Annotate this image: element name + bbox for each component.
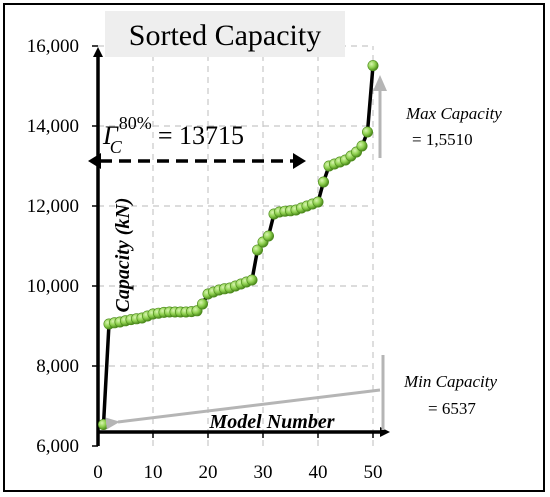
min-annotation-arrow	[105, 388, 381, 430]
y-tick-label: 8,000	[36, 356, 79, 377]
data-point	[262, 230, 274, 242]
chart-frame	[3, 3, 545, 492]
x-tick-label: 30	[254, 462, 273, 483]
x-tick-label: 0	[93, 462, 103, 483]
x-tick-label: 20	[199, 462, 218, 483]
gamma-value: = 13715	[158, 121, 244, 150]
data-point	[197, 298, 209, 310]
max-capacity-value: = 1,5510	[412, 130, 473, 149]
y-tick-label: 10,000	[27, 276, 79, 297]
min-capacity-label: Min Capacity	[403, 372, 497, 391]
max-arrow-head	[373, 75, 387, 91]
data-point	[252, 244, 264, 256]
data-point	[361, 126, 373, 138]
data-point	[317, 176, 329, 188]
max-capacity-label: Max Capacity	[405, 104, 502, 123]
min-capacity-value: = 6537	[428, 399, 476, 418]
x-tick-label: 50	[364, 462, 383, 483]
data-point	[98, 419, 110, 431]
x-axis-ticks: 0 10 20 30 40 50	[93, 432, 383, 483]
y-axis-label: Capacity (kN)	[112, 198, 134, 313]
gamma-annotation: Γ80% C = 13715	[102, 113, 244, 157]
data-point	[312, 196, 324, 208]
y-axis-ticks: 6,000 8,000 10,000 12,000 14,000 16,000	[27, 36, 98, 457]
y-tick-label: 16,000	[27, 36, 79, 57]
data-point	[367, 60, 379, 72]
x-tick-label: 40	[309, 462, 328, 483]
gamma-subscript: C	[110, 137, 123, 157]
grid-lines	[98, 45, 374, 446]
x-axis-label: Model Number	[209, 411, 335, 433]
capacity-series-points	[98, 60, 379, 431]
title-box	[105, 11, 345, 57]
gamma-arrow-right-head	[293, 153, 306, 169]
y-tick-label: 6,000	[36, 436, 79, 457]
gamma-symbol: Γ	[102, 121, 119, 150]
x-tick-label: 10	[144, 462, 163, 483]
y-tick-label: 14,000	[27, 116, 79, 137]
y-tick-label: 12,000	[27, 196, 79, 217]
gamma-arrow-left-head	[88, 153, 101, 169]
gamma-superscript: 80%	[119, 113, 152, 133]
data-point	[246, 274, 258, 286]
chart-title: Sorted Capacity	[129, 19, 321, 52]
data-point	[356, 140, 368, 152]
